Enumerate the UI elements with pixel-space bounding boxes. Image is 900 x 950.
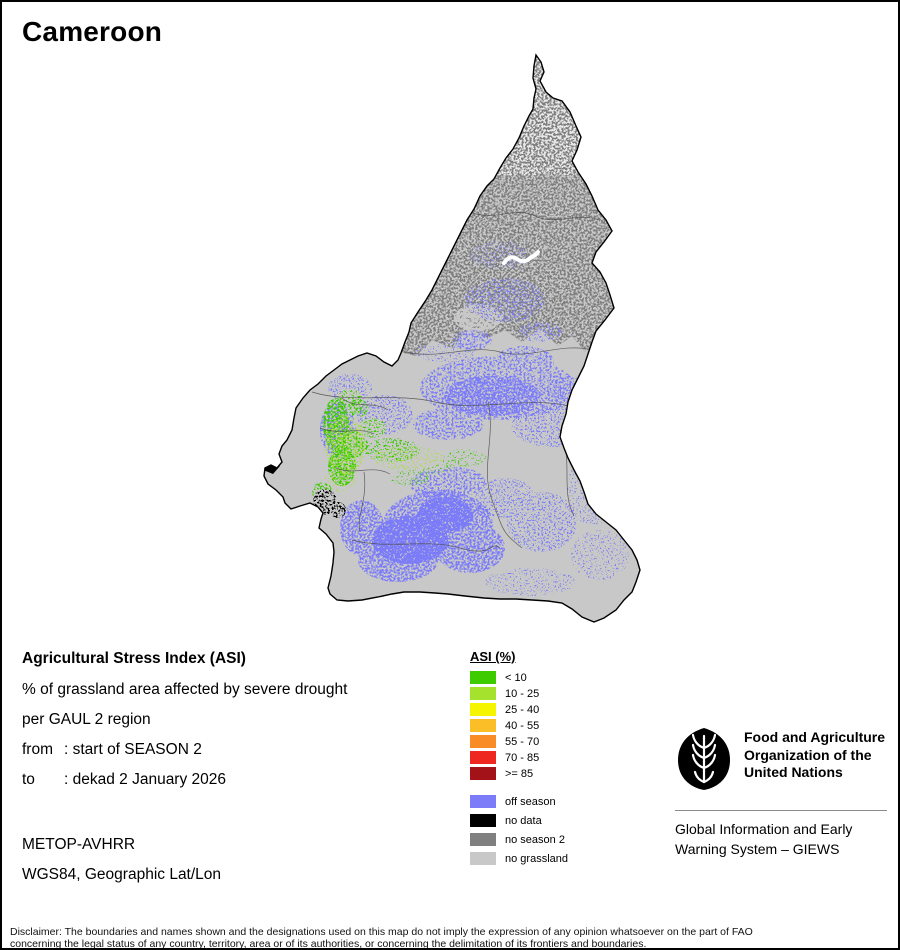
map-info-block: Agricultural Stress Index (ASI) % of gra… — [22, 650, 347, 801]
fao-org-line: Organization of the — [744, 746, 872, 763]
legend-swatch — [470, 852, 496, 865]
legend-label: 25 - 40 — [505, 703, 540, 716]
legend-title: ASI (%) — [470, 649, 516, 664]
legend: ASI (%) < 10 10 - 25 25 - 40 40 - 55 55 … — [470, 649, 568, 871]
legend-row: 25 - 40 — [470, 703, 568, 716]
giews-line: Warning System – GIEWS — [675, 841, 840, 857]
legend-swatch — [470, 795, 496, 808]
legend-row: 40 - 55 — [470, 719, 568, 732]
fao-org-name: Food and Agriculture Organization of the… — [744, 726, 885, 792]
legend-row: no data — [470, 814, 568, 827]
legend-row: off season — [470, 795, 568, 808]
source-block: METOP-AVHRR WGS84, Geographic Lat/Lon — [22, 836, 221, 896]
map-asi-mid-speckle — [325, 415, 365, 475]
to-label: to — [22, 771, 35, 788]
legend-row: no season 2 — [470, 833, 568, 846]
period-from: from : start of SEASON 2 — [22, 741, 347, 771]
legend-extra-group: off season no data no season 2 no grassl… — [470, 795, 568, 865]
legend-label: 40 - 55 — [505, 719, 540, 732]
asi-description-line2: per GAUL 2 region — [22, 711, 151, 728]
legend-swatch — [470, 767, 496, 780]
legend-label: no grassland — [505, 852, 568, 865]
legend-swatch — [470, 703, 496, 716]
legend-row: 55 - 70 — [470, 735, 568, 748]
map-floodplain-mark — [502, 250, 540, 265]
legend-swatch — [470, 671, 496, 684]
legend-label: no data — [505, 814, 542, 827]
legend-swatch — [470, 735, 496, 748]
legend-label: 55 - 70 — [505, 735, 540, 748]
disclaimer-line1: Disclaimer: The boundaries and names sho… — [10, 926, 753, 938]
fao-org-line: Food and Agriculture — [744, 729, 886, 745]
legend-label: off season — [505, 795, 556, 808]
legend-label: >= 85 — [505, 767, 534, 780]
legend-swatch — [470, 687, 496, 700]
from-value: : start of SEASON 2 — [64, 741, 202, 758]
disclaimer: Disclaimer: The boundaries and names sho… — [10, 926, 894, 950]
wheat-icon — [691, 733, 717, 784]
sensor-name: METOP-AVHRR — [22, 836, 136, 853]
from-label: from — [22, 741, 53, 758]
page-title: Cameroon — [22, 16, 163, 47]
period-to: to : dekad 2 January 2026 — [22, 771, 347, 801]
footer-divider — [675, 810, 887, 811]
projection-name: WGS84, Geographic Lat/Lon — [22, 866, 222, 883]
legend-label: no season 2 — [505, 833, 565, 846]
disclaimer-line2: concerning the legal status of any count… — [10, 937, 647, 950]
giews-block: Global Information and Early Warning Sys… — [675, 819, 852, 859]
legend-row: no grassland — [470, 852, 568, 865]
legend-row: 70 - 85 — [470, 751, 568, 764]
legend-label: 10 - 25 — [505, 687, 540, 700]
asi-description-line1: % of grassland area affected by severe d… — [22, 681, 348, 698]
giews-line: Global Information and Early — [675, 821, 853, 837]
map-admin-boundaries — [311, 211, 601, 552]
legend-label: 70 - 85 — [505, 751, 540, 764]
legend-row: < 10 — [470, 671, 568, 684]
map-asi-mid-speckle-sparse — [324, 446, 444, 492]
fao-logo-icon — [678, 728, 730, 790]
legend-row: >= 85 — [470, 767, 568, 780]
legend-swatch — [470, 814, 496, 827]
fao-org-line: United Nations — [744, 764, 843, 780]
legend-label: < 10 — [505, 671, 527, 684]
legend-swatch — [470, 751, 496, 764]
legend-swatch — [470, 833, 496, 846]
legend-swatch — [470, 719, 496, 732]
fao-block: Food and Agriculture Organization of the… — [675, 726, 885, 792]
asi-heading: Agricultural Stress Index (ASI) — [22, 650, 246, 667]
to-value: : dekad 2 January 2026 — [64, 771, 227, 788]
legend-row: 10 - 25 — [470, 687, 568, 700]
